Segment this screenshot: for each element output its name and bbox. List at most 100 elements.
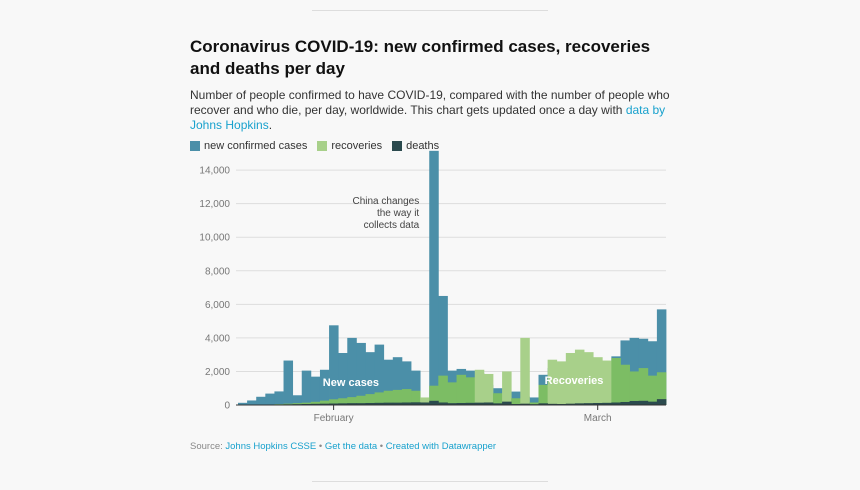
recovery-bar xyxy=(474,369,485,405)
legend-item-cases: new confirmed cases xyxy=(190,140,307,152)
chart-title: Coronavirus COVID-19: new confirmed case… xyxy=(190,37,651,78)
recovery-bar xyxy=(392,389,403,405)
legend-label-deaths: deaths xyxy=(406,140,440,152)
case-bar xyxy=(347,337,357,405)
death-bar xyxy=(502,401,512,405)
recovery-bar xyxy=(483,373,494,405)
cases-recoveries-deaths-chart: 0 2,000 4,000 6,000 8,000 10,000 12,000 14,000 F… xyxy=(199,150,667,424)
death-bar xyxy=(429,400,439,405)
recovery-bar xyxy=(292,403,303,405)
get-data-link[interactable]: Get the data xyxy=(324,441,378,452)
death-bar xyxy=(319,403,330,405)
death-bar xyxy=(438,402,448,405)
case-bar xyxy=(629,337,640,405)
case-bar xyxy=(238,402,248,405)
case-bar xyxy=(338,352,348,405)
case-bar xyxy=(319,369,330,405)
death-bar xyxy=(593,402,603,405)
case-bar xyxy=(383,359,394,405)
recovery-bar xyxy=(356,395,366,405)
recovery-bar xyxy=(374,392,385,405)
recovery-bar xyxy=(629,371,640,405)
y-tick-label: 4,000 xyxy=(205,333,230,344)
y-tick-label: 0 xyxy=(224,401,230,412)
recovery-bar xyxy=(529,402,539,405)
death-bar xyxy=(538,403,549,405)
death-bar xyxy=(420,402,430,405)
legend-label-cases: new confirmed cases xyxy=(204,140,308,152)
recovery-bar xyxy=(438,375,448,405)
death-bar xyxy=(383,402,394,405)
case-bar xyxy=(429,150,439,405)
johns-hopkins-data-link[interactable]: data by Johns Hopkins xyxy=(190,103,666,132)
death-bar xyxy=(447,403,457,405)
death-bar xyxy=(492,403,503,405)
recovery-bar xyxy=(492,393,503,405)
legend-item-deaths: deaths xyxy=(392,140,439,152)
case-bar xyxy=(265,393,275,405)
legend-item-recoveries: recoveries xyxy=(317,140,382,152)
death-bar xyxy=(611,402,621,405)
case-bar xyxy=(365,352,375,405)
case-bar xyxy=(283,360,294,405)
recovery-bar xyxy=(620,364,630,405)
death-bar xyxy=(310,403,321,405)
case-bar xyxy=(247,400,257,405)
case-bar xyxy=(329,325,339,405)
recovery-bar xyxy=(365,394,375,405)
death-bar xyxy=(301,403,312,405)
description-end: . xyxy=(268,118,273,132)
y-tick-label: 6,000 xyxy=(205,300,230,311)
case-bar xyxy=(374,344,385,405)
source-sep-2: • xyxy=(377,441,386,452)
case-bar xyxy=(356,342,366,405)
description-text: Number of people confirmed to have COVID… xyxy=(190,88,670,117)
death-bar xyxy=(584,403,594,405)
death-bar xyxy=(602,402,612,405)
recovery-bar xyxy=(584,352,594,405)
death-bar xyxy=(465,402,476,405)
recovery-bar xyxy=(647,375,658,405)
death-bar xyxy=(374,402,385,405)
death-bar xyxy=(574,403,585,405)
death-bar xyxy=(411,402,421,405)
chart-legend: new confirmed cases recoveries deaths xyxy=(190,140,670,152)
recovery-bar xyxy=(310,401,321,405)
chart-description: Number of people confirmed to have COVID… xyxy=(190,88,670,133)
death-bar xyxy=(656,399,667,405)
legend-swatch-cases xyxy=(190,141,200,151)
top-divider xyxy=(312,10,548,11)
annotation-line: China changes xyxy=(352,196,419,207)
death-bar xyxy=(474,402,485,405)
recovery-bar xyxy=(429,385,439,405)
source-prefix: Source: xyxy=(190,441,226,452)
recovery-bar xyxy=(611,358,621,405)
case-bar xyxy=(292,395,303,405)
x-tick-label: February xyxy=(314,413,354,424)
recovery-bar xyxy=(547,359,558,405)
recovery-bar xyxy=(456,374,467,405)
death-bar xyxy=(392,402,403,405)
death-bar xyxy=(620,401,630,405)
death-bar xyxy=(565,403,576,405)
recovery-bar xyxy=(574,349,585,405)
recovery-bar xyxy=(465,377,476,405)
recovery-bar xyxy=(556,361,567,405)
y-tick-label: 10,000 xyxy=(199,233,230,244)
recovery-bar xyxy=(656,372,667,405)
datawrapper-link[interactable]: Created with Datawrapper xyxy=(385,441,497,452)
recovery-bar xyxy=(602,360,612,405)
bottom-divider xyxy=(312,481,548,482)
death-bar xyxy=(356,403,366,405)
recovery-bar xyxy=(329,399,339,405)
recovery-bar xyxy=(593,357,603,405)
recovery-bar xyxy=(520,337,530,405)
source-link[interactable]: Johns Hopkins CSSE xyxy=(225,441,317,452)
case-bar xyxy=(392,357,403,405)
death-bar xyxy=(556,403,567,405)
death-bar xyxy=(401,402,412,405)
death-bar xyxy=(520,403,530,405)
recovery-bar xyxy=(347,397,357,405)
death-bar xyxy=(547,403,558,405)
